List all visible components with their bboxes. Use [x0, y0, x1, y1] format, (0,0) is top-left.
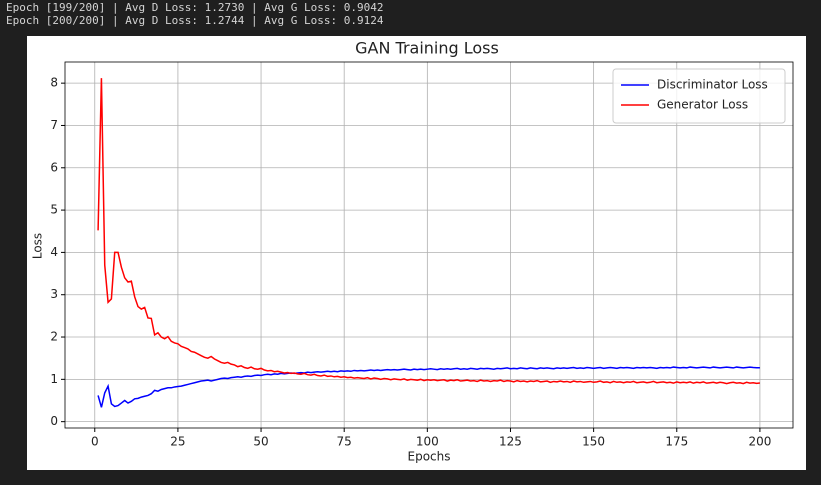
chart-title: GAN Training Loss: [355, 39, 499, 58]
y-axis-label: Loss: [31, 233, 45, 259]
y-tick-label: 0: [50, 414, 58, 428]
chart: GAN Training Loss Epochs Loss 0 25 50 75 100…: [27, 36, 806, 470]
log-line: Epoch [199/200] | Avg D Loss: 1.2730 | A…: [6, 1, 384, 14]
y-tick-label: 4: [50, 245, 58, 259]
y-tick-label: 2: [50, 330, 58, 344]
y-tick-label: 3: [50, 287, 58, 301]
legend-label: Discriminator Loss: [657, 78, 768, 92]
x-tick-label: 100: [416, 435, 439, 449]
y-tick-label: 8: [50, 76, 58, 90]
log-line: Epoch [200/200] | Avg D Loss: 1.2744 | A…: [6, 14, 384, 27]
x-tick-label: 0: [91, 435, 99, 449]
x-tick-label: 75: [337, 435, 352, 449]
legend-box: [612, 68, 786, 124]
x-tick-label: 25: [170, 435, 185, 449]
legend-label: Generator Loss: [657, 98, 748, 112]
plot-frame: [64, 61, 794, 429]
x-tick-label: 150: [582, 435, 605, 449]
y-tick-label: 6: [50, 160, 58, 174]
x-tick-label: 200: [748, 435, 771, 449]
x-tick-label: 175: [665, 435, 688, 449]
y-tick-label: 1: [50, 372, 58, 386]
y-tick-label: 7: [50, 118, 58, 132]
series-line: [97, 78, 760, 385]
series-line: [97, 366, 760, 408]
x-axis-label: Epochs: [408, 450, 451, 464]
y-tick-label: 5: [50, 203, 58, 217]
x-tick-label: 125: [499, 435, 522, 449]
x-tick-label: 50: [253, 435, 268, 449]
